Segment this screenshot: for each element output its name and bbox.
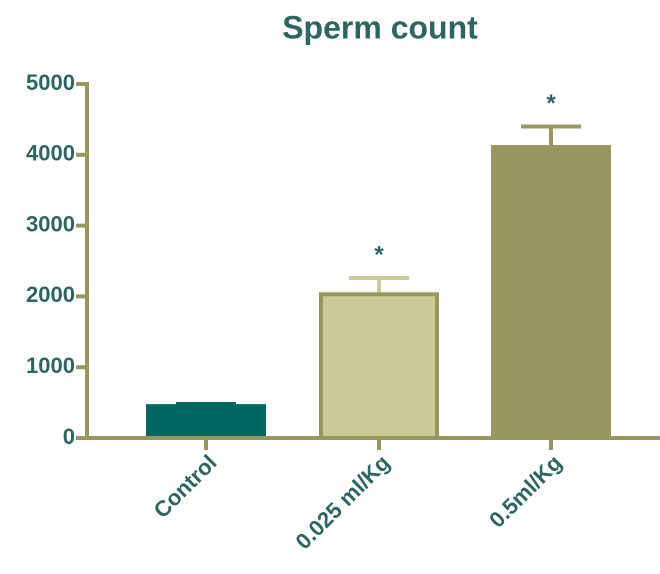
y-tick-label: 0	[63, 424, 75, 449]
bar	[146, 404, 266, 441]
x-tick-label: 0.5ml/Kg	[484, 450, 567, 533]
chart-title: Sperm count	[282, 9, 478, 45]
y-tick-label: 2000	[26, 282, 75, 307]
bar	[491, 145, 611, 440]
y-tick-label: 5000	[26, 70, 75, 95]
y-tick-label: 4000	[26, 141, 75, 166]
bar	[319, 292, 439, 440]
x-tick-label: 0.025 ml/Kg	[291, 450, 395, 554]
x-tick-label: Control	[149, 450, 222, 523]
y-tick-label: 3000	[26, 211, 75, 236]
annotation: *	[546, 90, 556, 117]
annotation: *	[374, 241, 384, 268]
y-tick-label: 1000	[26, 353, 75, 378]
